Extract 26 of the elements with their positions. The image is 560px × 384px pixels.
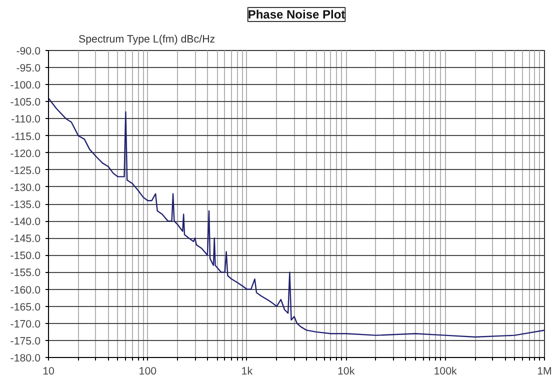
y-tick-label: -110.0: [11, 114, 41, 126]
y-tick-label: -180.0: [10, 352, 41, 364]
y-tick-label: -130.0: [10, 182, 41, 194]
y-tick-label: -90.0: [16, 46, 41, 58]
y-tick-label: -135.0: [10, 199, 41, 211]
y-tick-label: -170.0: [10, 318, 41, 330]
y-tick-label: -120.0: [10, 148, 41, 160]
y-tick-label: -140.0: [10, 216, 41, 228]
x-tick-label: 1k: [241, 366, 254, 378]
x-tick-label: 10k: [338, 366, 356, 378]
y-tick-label: -150.0: [10, 250, 41, 262]
x-tick-label: 100: [138, 366, 157, 378]
y-tick-label: -100.0: [10, 80, 41, 92]
y-tick-label: -145.0: [10, 233, 41, 246]
x-tick-label: 1M: [537, 366, 552, 378]
x-tick-label: 100k: [434, 366, 458, 378]
y-tick-label: -95.0: [16, 62, 41, 75]
y-tick-label: -160.0: [10, 284, 41, 296]
y-tick-label: -105.0: [10, 96, 41, 109]
x-tick-label: 10: [42, 366, 54, 378]
y-tick-label: -165.0: [10, 301, 41, 314]
y-tick-label: -115.0: [11, 130, 41, 143]
y-tick-label: -175.0: [10, 335, 41, 348]
y-tick-label: -125.0: [10, 164, 41, 177]
y-tick-label: -155.0: [10, 267, 41, 280]
chart-subtitle: Spectrum Type L(fm) dBc/Hz: [78, 34, 216, 46]
